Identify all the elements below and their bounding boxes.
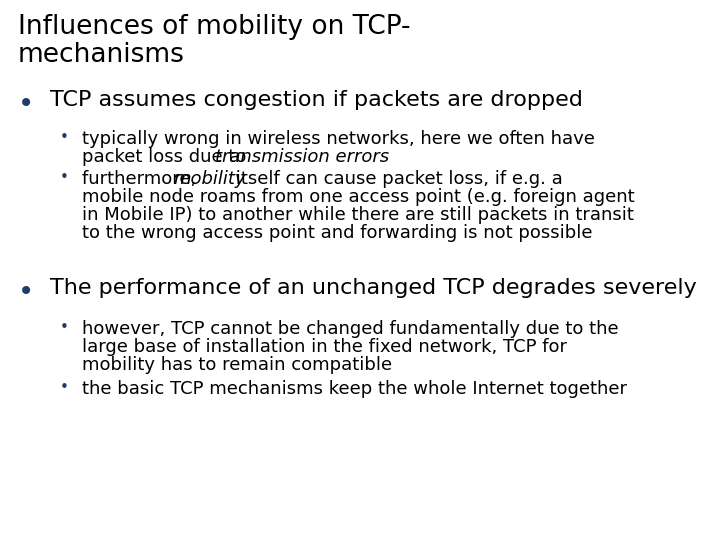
Text: •: • [60, 380, 69, 395]
Text: •: • [60, 130, 69, 145]
Text: •: • [18, 278, 35, 306]
Text: •: • [60, 320, 69, 335]
Text: the basic TCP mechanisms keep the whole Internet together: the basic TCP mechanisms keep the whole … [82, 380, 627, 398]
Text: mobile node roams from one access point (e.g. foreign agent: mobile node roams from one access point … [82, 188, 634, 206]
Text: •: • [60, 170, 69, 185]
Text: The performance of an unchanged TCP degrades severely: The performance of an unchanged TCP degr… [50, 278, 697, 298]
Text: furthermore,: furthermore, [82, 170, 202, 188]
Text: typically wrong in wireless networks, here we often have: typically wrong in wireless networks, he… [82, 130, 595, 148]
Text: itself can cause packet loss, if e.g. a: itself can cause packet loss, if e.g. a [230, 170, 563, 188]
Text: mechanisms: mechanisms [18, 42, 185, 68]
Text: •: • [18, 90, 35, 118]
Text: large base of installation in the fixed network, TCP for: large base of installation in the fixed … [82, 338, 567, 356]
Text: to the wrong access point and forwarding is not possible: to the wrong access point and forwarding… [82, 224, 593, 242]
Text: in Mobile IP) to another while there are still packets in transit: in Mobile IP) to another while there are… [82, 206, 634, 224]
Text: transmission errors: transmission errors [215, 148, 389, 166]
Text: however, TCP cannot be changed fundamentally due to the: however, TCP cannot be changed fundament… [82, 320, 618, 338]
Text: mobility has to remain compatible: mobility has to remain compatible [82, 356, 392, 374]
Text: Influences of mobility on TCP-: Influences of mobility on TCP- [18, 14, 410, 40]
Text: mobility: mobility [173, 170, 246, 188]
Text: TCP assumes congestion if packets are dropped: TCP assumes congestion if packets are dr… [50, 90, 583, 110]
Text: packet loss due to: packet loss due to [82, 148, 252, 166]
